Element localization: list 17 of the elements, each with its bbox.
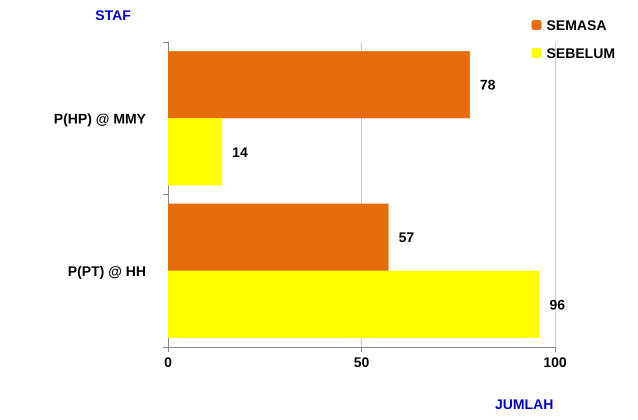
legend-label: SEMASA [546,17,606,33]
data-label: 57 [398,229,414,246]
x-tick-label: 100 [543,354,567,370]
y-axis-title: STAF [95,7,132,23]
x-axis-title: JUMLAH [495,396,554,412]
bar [168,270,540,338]
y-tick-label: P(HP) @ MMY [54,110,147,126]
data-label: 96 [550,296,566,312]
x-tick-label: 0 [164,354,172,370]
data-label: 78 [480,76,496,93]
bar [168,204,389,271]
bar [168,118,222,186]
x-tick-label: 50 [354,354,370,370]
y-tick-label: P(PT) @ HH [68,262,146,279]
bar [168,51,470,118]
data-label: 14 [232,144,248,160]
legend-label: SEBELUM [546,45,616,61]
